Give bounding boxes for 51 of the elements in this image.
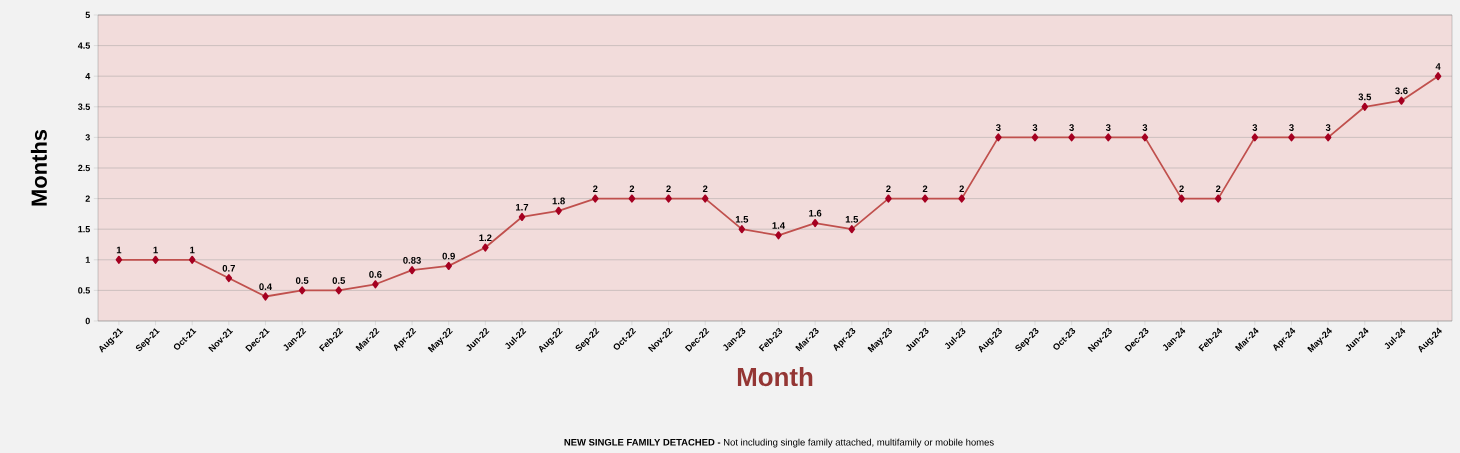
y-tick-label: 3 — [85, 134, 90, 141]
y-tick-label: 1.5 — [78, 226, 90, 233]
data-label: 0.5 — [332, 277, 346, 284]
y-tick-label: 1 — [85, 256, 90, 263]
data-label: 2 — [629, 185, 635, 193]
data-label: 3 — [1325, 124, 1331, 131]
y-tick-label: 4 — [85, 73, 91, 80]
data-label: 3 — [1032, 124, 1038, 131]
y-tick-label: 2.5 — [78, 164, 90, 172]
y-tick-label: 3.5 — [77, 103, 90, 110]
data-label: 1 — [190, 246, 195, 254]
data-label: 0.4 — [259, 283, 273, 290]
y-tick-label: 5 — [85, 11, 90, 19]
data-label: 2 — [702, 185, 708, 193]
data-label: 3 — [1069, 124, 1074, 131]
data-label: 4 — [1435, 63, 1441, 70]
data-label: 3 — [1105, 124, 1111, 131]
data-label: 1.8 — [552, 197, 565, 205]
data-label: 3.6 — [1395, 87, 1408, 95]
data-label: 3 — [1289, 124, 1294, 131]
data-label: 3 — [1252, 124, 1258, 131]
data-label: 1 — [153, 246, 158, 254]
y-axis-title: Months — [30, 129, 47, 206]
y-tick-label: 0 — [85, 317, 90, 325]
data-label: 3 — [1142, 124, 1148, 131]
data-label: 2 — [922, 185, 928, 193]
data-label: 2 — [886, 185, 891, 193]
data-label: 3.5 — [1358, 93, 1372, 101]
data-label: 2 — [666, 185, 671, 193]
data-label: 2 — [1179, 185, 1184, 193]
data-label: 1.6 — [809, 209, 822, 217]
data-label: 0.83 — [403, 256, 421, 264]
y-tick-label: 2 — [85, 195, 90, 202]
data-label: 1.5 — [735, 216, 749, 223]
data-label: 0.5 — [295, 277, 309, 284]
data-label: 0.6 — [369, 271, 382, 278]
x-axis-title: Month — [737, 367, 813, 387]
data-label: 1.5 — [845, 216, 859, 223]
data-label: 2 — [592, 185, 598, 193]
data-label: 1.7 — [516, 203, 529, 211]
data-label: 1.4 — [772, 222, 786, 229]
data-label: 1 — [116, 246, 122, 254]
data-label: 3 — [995, 124, 1001, 131]
y-tick-label: 4.5 — [77, 42, 90, 49]
y-tick-label: 0.5 — [78, 287, 90, 294]
data-label: 0.7 — [222, 264, 235, 272]
data-label: 2 — [959, 185, 964, 193]
data-label: 1.2 — [479, 234, 492, 242]
text: NEW SINGLE FAMILY DETACHED - Not including single family attached, multifamily or mobile homes — [564, 438, 994, 448]
data-label: 2 — [1215, 185, 1221, 193]
data-label: 0.9 — [442, 252, 455, 260]
